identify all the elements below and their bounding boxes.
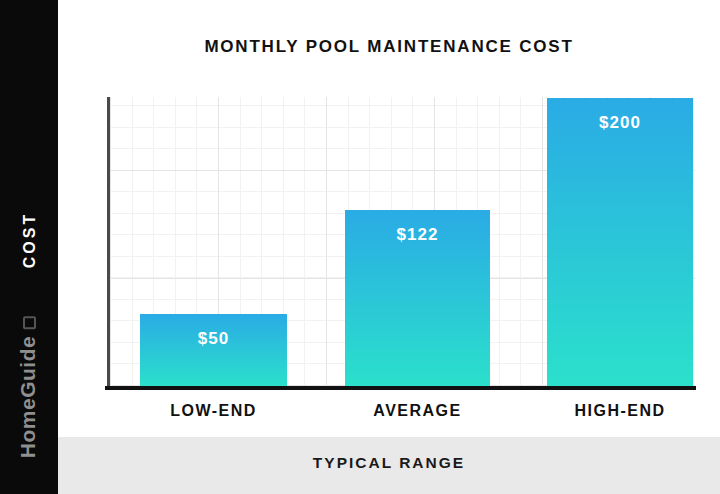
typical-range-label: TYPICAL RANGE	[58, 454, 720, 472]
typical-range-band: TYPICAL RANGE	[58, 437, 720, 494]
page: COST HomeGuide MONTHLY POOL MAINTENANCE …	[0, 0, 720, 494]
category-label-average: AVERAGE	[345, 402, 490, 420]
category-label-low-end: LOW-END	[140, 402, 287, 420]
plot-area: $50 $122 $200	[110, 97, 695, 386]
homeguide-watermark-text: HomeGuide	[16, 336, 39, 458]
y-axis-line	[107, 97, 110, 387]
homeguide-logo-icon	[23, 316, 36, 329]
bar-low-end: $50	[140, 314, 287, 386]
bar-average: $122	[345, 210, 490, 386]
bar-value-label: $200	[547, 113, 693, 133]
category-axis: LOW-END AVERAGE HIGH-END	[110, 402, 695, 422]
cost-axis-label: COST	[21, 212, 39, 268]
x-axis-line	[105, 386, 696, 390]
bar-high-end: $200	[547, 98, 693, 386]
category-label-high-end: HIGH-END	[547, 402, 693, 420]
homeguide-watermark: HomeGuide	[16, 316, 40, 458]
sidebar: COST HomeGuide	[0, 0, 58, 494]
bar-value-label: $122	[345, 225, 490, 245]
chart-title: MONTHLY POOL MAINTENANCE COST	[58, 37, 720, 57]
bar-value-label: $50	[140, 329, 287, 349]
